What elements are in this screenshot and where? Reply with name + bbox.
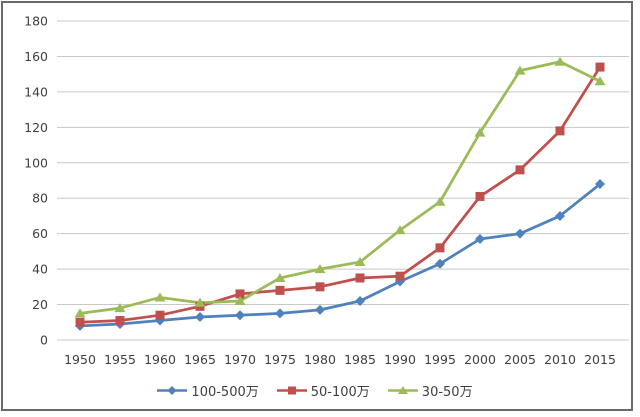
- y-tick-label: 40: [32, 262, 48, 277]
- x-tick-label: 1960: [144, 352, 176, 367]
- x-tick-label: 2005: [504, 352, 536, 367]
- legend-label: 100-500万: [191, 384, 259, 400]
- data-point-marker-square: [115, 316, 125, 326]
- data-point-marker-square: [235, 289, 245, 299]
- data-point-marker-diamond: [595, 179, 605, 190]
- data-point-marker-square: [75, 317, 85, 327]
- data-point-marker-triangle: [274, 272, 286, 282]
- data-point-marker-triangle: [314, 264, 326, 274]
- series-markers: [74, 56, 606, 318]
- data-point-marker-square: [435, 243, 445, 253]
- data-point-marker-triangle: [397, 385, 408, 394]
- y-tick-label: 160: [24, 49, 48, 64]
- legend-label: 50-100万: [310, 384, 370, 400]
- data-point-marker-diamond: [475, 233, 485, 244]
- series-markers: [75, 179, 605, 331]
- data-point-marker-square: [475, 191, 485, 201]
- x-tick-label: 1995: [424, 352, 456, 367]
- data-point-marker-triangle: [114, 303, 126, 313]
- y-tick-label: 180: [24, 14, 48, 29]
- data-point-marker-diamond: [235, 310, 245, 321]
- x-tick-label: 1950: [64, 352, 96, 367]
- legend-item: 100-500万: [157, 381, 259, 400]
- x-tick-label: 2000: [464, 352, 496, 367]
- x-tick-label: 1980: [304, 352, 336, 367]
- data-point-marker-square: [555, 126, 565, 136]
- x-tick-label: 1970: [224, 352, 256, 367]
- x-tick-label: 1990: [384, 352, 416, 367]
- y-tick-label: 120: [24, 120, 48, 135]
- legend-diamond-icon: [157, 385, 188, 395]
- data-point-marker-diamond: [195, 311, 205, 322]
- legend: 100-500万 50-100万 30-50万: [0, 377, 630, 403]
- x-tick-label: 1975: [264, 352, 296, 367]
- legend-item: 50-100万: [276, 381, 370, 400]
- data-point-marker-diamond: [167, 385, 177, 395]
- data-point-marker-square: [515, 165, 525, 175]
- x-tick-label: 1965: [184, 352, 216, 367]
- y-tick-label: 0: [40, 333, 48, 348]
- data-point-marker-diamond: [315, 304, 325, 315]
- data-point-marker-square: [595, 62, 605, 72]
- data-point-marker-triangle: [154, 292, 166, 302]
- y-tick-label: 60: [32, 226, 48, 241]
- x-tick-label: 1955: [104, 352, 136, 367]
- data-point-marker-triangle: [194, 297, 206, 307]
- data-point-marker-square: [287, 386, 296, 394]
- data-point-marker-triangle: [514, 65, 526, 75]
- data-point-marker-triangle: [394, 225, 406, 235]
- data-point-marker-diamond: [555, 210, 565, 221]
- x-tick-label: 2010: [544, 352, 576, 367]
- series-line: [78, 60, 602, 315]
- legend-square-icon: [276, 386, 307, 394]
- series-markers: [75, 62, 605, 327]
- data-point-marker-square: [395, 271, 405, 281]
- data-point-marker-triangle: [234, 296, 246, 306]
- data-point-marker-triangle: [594, 76, 606, 86]
- legend-triangle-icon: [387, 385, 418, 394]
- x-axis-tick-labels: 1950 1955 1960 1965 1970 1975 1980 1985 1990 1995…: [64, 352, 616, 367]
- data-point-marker-square: [355, 273, 365, 283]
- legend-label: 30-50万: [421, 384, 473, 400]
- data-point-marker-triangle: [74, 308, 86, 318]
- data-point-marker-diamond: [435, 258, 445, 269]
- y-tick-label: 140: [24, 84, 48, 99]
- y-axis-tick-labels: 0 20 40 60 80 100 120 140 160 180: [24, 14, 48, 348]
- series-line: [78, 65, 602, 324]
- y-tick-label: 100: [24, 155, 48, 170]
- data-point-marker-square: [275, 285, 285, 295]
- data-point-marker-triangle: [354, 257, 366, 267]
- data-point-marker-square: [315, 282, 325, 292]
- y-tick-label: 80: [32, 191, 48, 206]
- data-point-marker-diamond: [355, 296, 365, 307]
- x-tick-label: 1985: [344, 352, 376, 367]
- data-point-marker-triangle: [554, 56, 566, 66]
- data-point-marker-diamond: [275, 308, 285, 319]
- y-tick-label: 20: [32, 297, 48, 312]
- gridlines-group: [57, 20, 629, 341]
- legend-item: 30-50万: [387, 381, 473, 400]
- series-line: [78, 182, 602, 328]
- data-point-marker-diamond: [515, 228, 525, 239]
- data-point-marker-triangle: [434, 196, 446, 206]
- data-point-marker-triangle: [474, 127, 486, 137]
- data-point-marker-square: [155, 310, 165, 320]
- x-tick-label: 2015: [584, 352, 616, 367]
